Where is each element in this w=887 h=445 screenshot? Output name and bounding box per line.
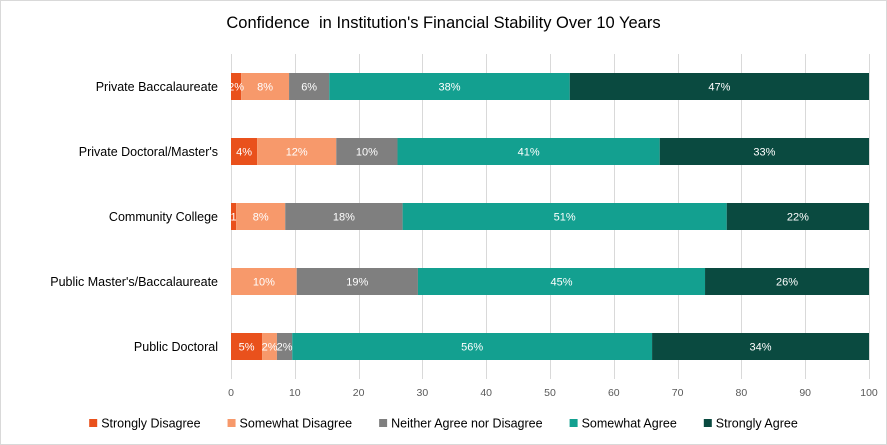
- data-label-private-baccalaureate-somewhat-agree: 38%: [438, 82, 460, 94]
- category-label-private-doctoral-master-s: Private Doctoral/Master's: [79, 145, 218, 159]
- legend-label-somewhat-agree: Somewhat Agree: [582, 417, 677, 431]
- bar-segment-public-master-s-baccalaureate-somewhat-disagree: [231, 268, 297, 295]
- bar-segment-public-doctoral-strongly-disagree: [231, 333, 263, 360]
- data-label-public-doctoral-strongly-agree: 34%: [750, 342, 772, 354]
- bar-segment-private-doctoral-master-s-strongly-disagree: [231, 138, 258, 165]
- bar-segment-private-doctoral-master-s-strongly-agree: [659, 138, 869, 165]
- legend-swatch-strongly-agree: [703, 419, 712, 427]
- bar-segment-private-baccalaureate-neither-agree-nor-disagree: [289, 73, 330, 100]
- bar-segment-private-baccalaureate-somewhat-agree: [329, 73, 570, 100]
- bar-segment-public-doctoral-somewhat-disagree: [262, 333, 277, 360]
- bar-row-private-baccalaureate: [231, 73, 869, 100]
- bar-segment-private-doctoral-master-s-somewhat-agree: [397, 138, 660, 165]
- bar-segment-private-doctoral-master-s-somewhat-disagree: [257, 138, 337, 165]
- data-label-public-doctoral-somewhat-agree: 56%: [461, 342, 483, 354]
- bar-segments: [231, 73, 869, 360]
- bar-segment-public-master-s-baccalaureate-strongly-agree: [705, 268, 869, 295]
- legend-item-somewhat-agree: Somewhat Agree: [569, 417, 677, 431]
- legend-item-neither-agree-nor-disagree: Neither Agree nor Disagree: [379, 417, 543, 431]
- bar-segment-private-baccalaureate-somewhat-disagree: [241, 73, 290, 100]
- data-label-public-master-s-baccalaureate-somewhat-agree: 45%: [550, 277, 572, 289]
- legend-label-somewhat-disagree: Somewhat Disagree: [240, 417, 353, 431]
- legend-swatch-strongly-disagree: [89, 419, 98, 427]
- x-tick-label-80: 80: [736, 387, 748, 399]
- category-label-private-baccalaureate: Private Baccalaureate: [96, 80, 218, 94]
- x-tick-label-50: 50: [544, 387, 556, 399]
- data-label-private-baccalaureate-neither-agree-nor-disagree: 6%: [301, 82, 317, 94]
- data-label-public-doctoral-neither-agree-nor-disagree: 2%: [277, 342, 293, 354]
- data-label-public-doctoral-strongly-disagree: 5%: [239, 342, 255, 354]
- category-axis-labels: Private Baccalaureate Private Doctoral/Ma…: [50, 80, 218, 354]
- bar-segment-private-baccalaureate-strongly-disagree: [231, 73, 242, 100]
- data-label-private-baccalaureate-strongly-disagree: 2%: [228, 82, 244, 94]
- x-tick-label-10: 10: [289, 387, 301, 399]
- bar-segment-community-college-somewhat-agree: [402, 203, 727, 230]
- data-label-private-doctoral-master-s-somewhat-disagree: 12%: [286, 147, 308, 159]
- x-tick-label-60: 60: [608, 387, 620, 399]
- data-label-private-doctoral-master-s-neither-agree-nor-disagree: 10%: [356, 147, 378, 159]
- bar-row-public-master-s-baccalaureate: [231, 268, 869, 295]
- category-label-public-doctoral: Public Doctoral: [134, 340, 218, 354]
- category-label-community-college: Community College: [109, 210, 218, 224]
- bar-segment-community-college-somewhat-disagree: [236, 203, 286, 230]
- legend: Strongly Disagree Somewhat Disagree Neithe…: [89, 417, 798, 431]
- data-label-public-doctoral-somewhat-disagree: 2%: [262, 342, 278, 354]
- x-tick-label-0: 0: [228, 387, 234, 399]
- data-label-private-doctoral-master-s-somewhat-agree: 41%: [518, 147, 540, 159]
- data-label-community-college-somewhat-disagree: 8%: [253, 212, 269, 224]
- data-label-private-baccalaureate-strongly-agree: 47%: [708, 82, 730, 94]
- legend-item-somewhat-disagree: Somewhat Disagree: [227, 417, 353, 431]
- data-label-public-master-s-baccalaureate-strongly-agree: 26%: [776, 277, 798, 289]
- bar-segment-private-baccalaureate-strongly-agree: [569, 73, 869, 100]
- bar-segment-public-master-s-baccalaureate-somewhat-agree: [417, 268, 706, 295]
- data-label-public-master-s-baccalaureate-neither-agree-nor-disagree: 19%: [346, 277, 368, 289]
- x-tick-label-70: 70: [672, 387, 684, 399]
- data-label-private-doctoral-master-s-strongly-agree: 33%: [753, 147, 775, 159]
- data-label-public-master-s-baccalaureate-somewhat-disagree: 10%: [253, 277, 275, 289]
- legend-label-neither-agree-nor-disagree: Neither Agree nor Disagree: [391, 417, 543, 431]
- legend-item-strongly-agree: Strongly Agree: [703, 417, 798, 431]
- data-label-community-college-somewhat-agree: 51%: [554, 212, 576, 224]
- bar-row-private-doctoral-master-s: [231, 138, 869, 165]
- legend-item-strongly-disagree: Strongly Disagree: [89, 417, 201, 431]
- legend-swatch-somewhat-disagree: [227, 419, 236, 427]
- data-label-community-college-neither-agree-nor-disagree: 18%: [333, 212, 355, 224]
- bar-segment-public-doctoral-strongly-agree: [652, 333, 869, 360]
- legend-swatch-somewhat-agree: [569, 419, 578, 427]
- legend-label-strongly-agree: Strongly Agree: [716, 417, 798, 431]
- bar-segment-community-college-strongly-agree: [726, 203, 869, 230]
- x-tick-label-90: 90: [799, 387, 811, 399]
- data-label-private-baccalaureate-somewhat-disagree: 8%: [257, 82, 273, 94]
- x-axis-tick-labels: 0 10 20 30 40 50 60 70 80 90 100: [228, 387, 878, 399]
- category-label-public-master-s-baccalaureate: Public Master's/Baccalaureate: [50, 275, 218, 289]
- data-label-private-doctoral-master-s-strongly-disagree: 4%: [236, 147, 252, 159]
- x-tick-label-30: 30: [417, 387, 429, 399]
- chart-title: Confidence in Institution's Financial St…: [226, 14, 660, 32]
- bar-row-community-college: [231, 203, 869, 230]
- x-tick-label-40: 40: [480, 387, 492, 399]
- bar-segment-public-master-s-baccalaureate-neither-agree-nor-disagree: [296, 268, 418, 295]
- bar-segment-private-doctoral-master-s-neither-agree-nor-disagree: [336, 138, 398, 165]
- bar-segment-community-college-strongly-disagree: [231, 203, 237, 230]
- x-tick-label-100: 100: [860, 387, 878, 399]
- data-label-community-college-strongly-disagree: 1: [230, 212, 236, 224]
- legend-label-strongly-disagree: Strongly Disagree: [101, 417, 200, 431]
- data-labels: 2% 8% 6% 38% 47%4% 12% 10% 41% 33%1 8% 18% 51% 22%10…: [228, 82, 809, 354]
- bar-segment-community-college-neither-agree-nor-disagree: [285, 203, 403, 230]
- bar-segment-public-doctoral-neither-agree-nor-disagree: [276, 333, 293, 360]
- bar-row-public-doctoral: [231, 333, 869, 360]
- data-label-community-college-strongly-agree: 22%: [787, 212, 809, 224]
- legend-swatch-neither-agree-nor-disagree: [379, 419, 388, 427]
- bar-segment-public-doctoral-somewhat-agree: [292, 333, 653, 360]
- x-tick-label-20: 20: [353, 387, 365, 399]
